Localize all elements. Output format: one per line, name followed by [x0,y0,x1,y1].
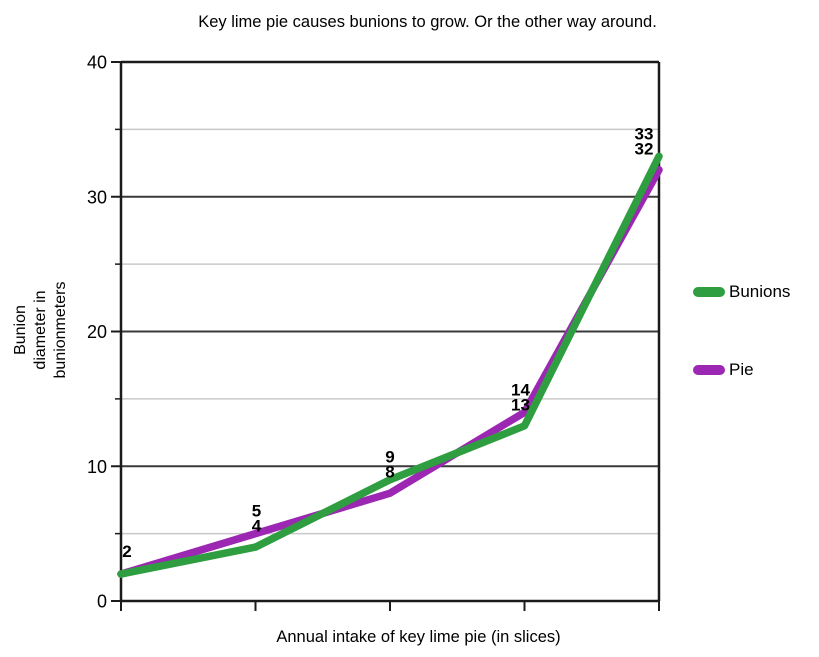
legend-item-bunions: Bunions [693,282,790,302]
y-tick-label: 40 [87,53,107,73]
y-axis-title: Bunion diameter in bunionmeters [12,281,69,379]
point-label: 5 [252,502,261,521]
point-label: 32 [635,139,654,158]
point-label: 14 [511,380,530,399]
legend-swatch-bunions [693,287,725,297]
y-tick-label: 10 [87,457,107,477]
point-label: 13 [511,395,530,414]
legend-label-pie: Pie [729,360,754,379]
point-label: 9 [385,448,394,467]
legend: Bunions Pie [693,0,819,657]
chart-title: Key lime pie causes bunions to grow. Or … [198,13,657,31]
point-label: 2 [122,542,131,561]
point-label: 8 [385,463,394,482]
y-tick-label: 30 [87,187,107,207]
y-tick-label: 20 [87,322,107,342]
point-label: 4 [252,517,262,536]
point-label: 33 [635,124,654,143]
y-tick-label: 0 [97,592,107,612]
legend-swatch-pie [693,365,725,375]
series-line-pie [117,166,663,578]
x-axis-title: Annual intake of key lime pie (in slices… [276,628,561,646]
series-line-bunions [117,152,663,578]
legend-item-pie: Pie [693,360,754,380]
legend-label-bunions: Bunions [729,282,791,301]
